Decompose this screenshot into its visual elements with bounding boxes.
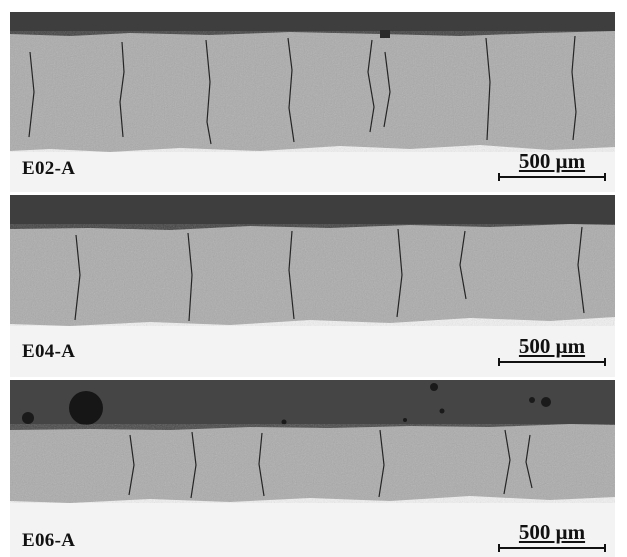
scale-bar-label: 500 μm: [518, 520, 586, 544]
scale-bar: 500 μm: [498, 335, 606, 366]
scale-bar-label: 500 μm: [518, 149, 586, 173]
scale-bar-line: [498, 544, 606, 552]
scale-bar-line: [498, 358, 606, 366]
micrograph-image-e06: [10, 380, 615, 557]
scale-bar-line: [498, 173, 606, 181]
panel-label: E06-A: [22, 530, 76, 551]
scale-bar: 500 μm: [498, 150, 606, 181]
micrograph-image-e04: [10, 195, 615, 377]
micrograph-panel-e02: E02-A 500 μm: [10, 12, 615, 192]
scale-bar-label: 500 μm: [518, 334, 586, 358]
micrograph-panel-e04: E04-A 500 μm: [10, 195, 615, 377]
micrograph-panel-e06: E06-A 500 μm: [10, 380, 615, 557]
scale-bar: 500 μm: [498, 521, 606, 552]
panel-label: E02-A: [22, 158, 76, 179]
micrograph-image-e02: [10, 12, 615, 192]
panel-label: E04-A: [22, 341, 76, 362]
